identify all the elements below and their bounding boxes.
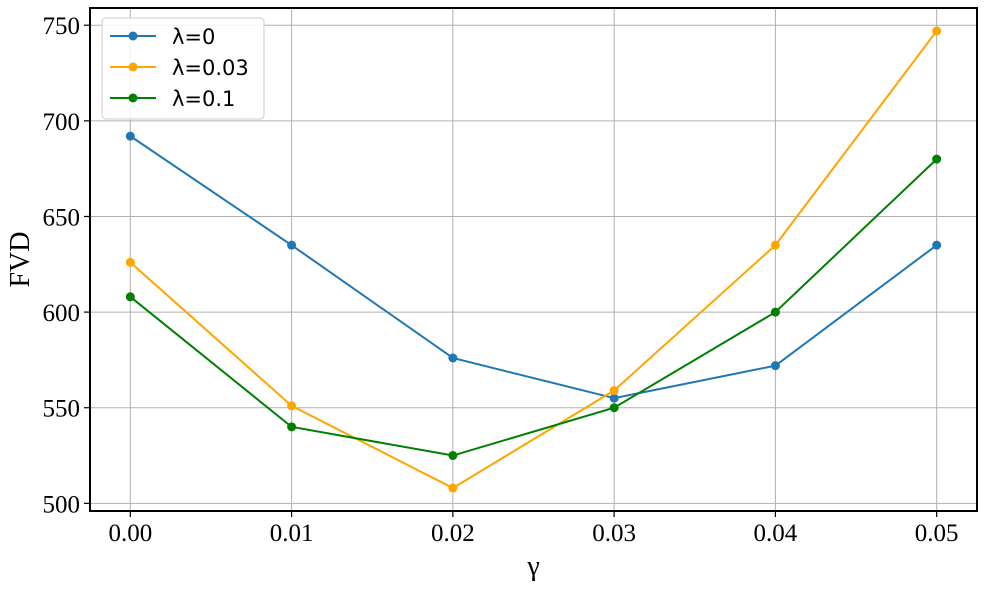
data-point: [770, 240, 780, 250]
y-tick-label: 700: [43, 109, 81, 136]
data-point: [125, 292, 135, 302]
data-point: [932, 240, 942, 250]
y-tick-label: 500: [43, 491, 81, 518]
legend-box: [101, 17, 265, 120]
x-tick-label: 0.03: [592, 520, 636, 547]
y-tick-label: 750: [43, 13, 81, 40]
series-line-0: [129, 135, 938, 400]
data-point: [770, 307, 780, 317]
data-point: [448, 483, 458, 493]
legend-marker: [128, 93, 138, 103]
data-point: [125, 131, 135, 141]
legend-marker: [128, 62, 138, 72]
data-point: [932, 26, 942, 36]
y-tick-label: 650: [43, 204, 81, 231]
data-point: [287, 422, 297, 432]
y-axis-label: FVD: [5, 231, 36, 287]
data-point: [448, 353, 458, 363]
x-tick-label: 0.02: [431, 520, 475, 547]
data-point: [932, 154, 942, 164]
data-point: [287, 240, 297, 250]
legend-label: λ=0.03: [172, 56, 249, 80]
series-group: [125, 26, 942, 493]
x-tick-label: 0.00: [108, 520, 152, 547]
data-point: [125, 257, 135, 267]
legend-marker: [128, 31, 138, 41]
plot-frame: [89, 7, 978, 512]
x-tick-label: 0.05: [915, 520, 959, 547]
data-point: [609, 386, 619, 396]
y-tick-label: 550: [43, 396, 81, 423]
legend-label: λ=0.1: [172, 87, 235, 111]
data-point: [448, 451, 458, 461]
series-line-2: [129, 158, 938, 457]
ticks: 0.00 0.01 0.02 0.03 0.04 0.05 500 550 600 650 700 7…: [43, 13, 959, 547]
data-point: [609, 393, 619, 403]
legend-label: λ=0: [172, 25, 215, 49]
data-point: [770, 361, 780, 371]
x-tick-label: 0.04: [754, 520, 798, 547]
x-tick-label: 0.01: [270, 520, 314, 547]
legend: λ=0 λ=0.03 λ=0.1: [101, 17, 265, 120]
x-axis-label: γ: [526, 551, 539, 582]
data-point: [287, 401, 297, 411]
data-point: [609, 403, 619, 413]
y-tick-label: 600: [43, 300, 81, 327]
series-line-1: [129, 30, 938, 490]
